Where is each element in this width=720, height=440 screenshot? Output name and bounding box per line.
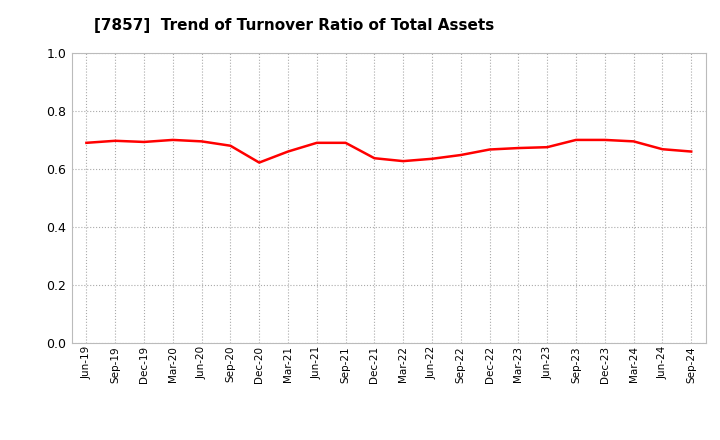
Text: [7857]  Trend of Turnover Ratio of Total Assets: [7857] Trend of Turnover Ratio of Total … xyxy=(94,18,494,33)
